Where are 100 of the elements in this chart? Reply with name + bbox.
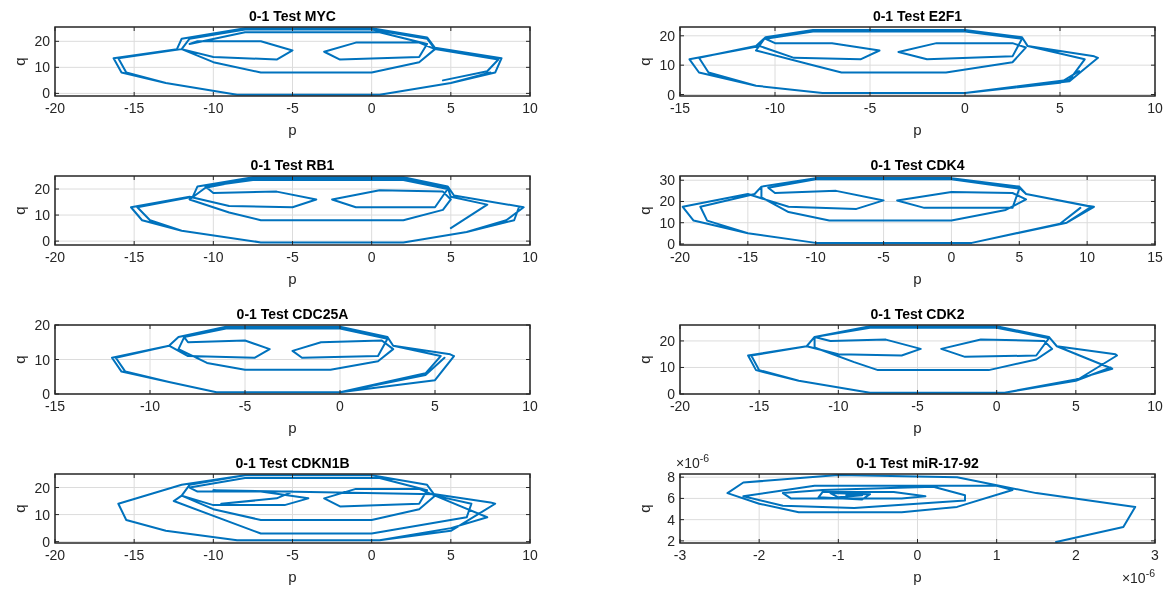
x-tick-label: 5 — [446, 100, 455, 116]
y-tick-label: 0 — [42, 233, 51, 250]
y-tick-label: 20 — [659, 193, 676, 210]
text: ×10$^{-6}$ — [1121, 567, 1156, 586]
y-axis-title: q — [636, 57, 653, 66]
x-tick-label: 2 — [1071, 547, 1080, 563]
x-axis-title: p — [288, 121, 297, 138]
y-axis-title: q — [11, 355, 28, 364]
line-series — [130, 176, 525, 244]
x-tick-label: 10 — [522, 398, 538, 414]
chart-title: 0-1 Test CDK2 — [870, 306, 965, 322]
x-axis-title: p — [913, 568, 922, 585]
y-tick-label: 10 — [34, 59, 51, 76]
x-tick-label: -5 — [863, 100, 877, 116]
x-tick-label: -5 — [911, 398, 924, 414]
line-series — [688, 28, 1099, 95]
y-tick-label: 20 — [659, 27, 676, 44]
x-tick-label: -3 — [673, 547, 687, 563]
x-axis-title: p — [913, 270, 922, 287]
y-tick-label: 10 — [34, 506, 51, 523]
line-series — [747, 325, 1118, 394]
chart-title: 0-1 Test miR-17-92 — [856, 455, 980, 471]
x-tick-label: -5 — [877, 249, 891, 265]
x-tick-label: -5 — [286, 249, 299, 265]
x-axis-title: p — [288, 270, 297, 287]
y-tick-label: 20 — [34, 479, 51, 496]
y-tick-label: 0 — [667, 86, 676, 103]
x-tick-label: -10 — [805, 249, 827, 265]
y-tick-label: 10 — [659, 359, 676, 376]
x-tick-label: 0 — [947, 249, 956, 265]
chart-title: 0-1 Test CDC25A — [236, 306, 349, 322]
x-tick-label: 0 — [336, 398, 345, 414]
y-tick-label: 30 — [659, 172, 676, 189]
y-axis-title: q — [11, 504, 28, 513]
y-tick-label: 4 — [667, 511, 676, 528]
y-axis-title: q — [636, 206, 653, 215]
line-series — [681, 177, 1095, 244]
x-axis-title: p — [913, 121, 922, 138]
x-tick-label: -15 — [749, 398, 770, 414]
y-tick-label: 8 — [667, 469, 676, 486]
x-tick-label: 15 — [1147, 249, 1163, 265]
x-tick-label: 0 — [992, 398, 1001, 414]
x-tick-label: -15 — [124, 100, 145, 116]
line-series — [112, 27, 503, 96]
x-tick-label: 10 — [522, 100, 538, 116]
x-axis-title: p — [288, 419, 297, 436]
x-tick-label: 10 — [522, 547, 538, 563]
x-tick-label: -5 — [238, 398, 252, 414]
y-tick-label: 2 — [667, 532, 676, 549]
x-tick-label: 5 — [431, 398, 440, 414]
x-tick-label: 3 — [1151, 547, 1160, 563]
y-tick-label: 6 — [667, 490, 676, 507]
y-axis-title: q — [636, 504, 653, 513]
x-axis-title: p — [288, 568, 297, 585]
y-tick-label: 10 — [34, 207, 51, 224]
chart-title: 0-1 Test MYC — [249, 8, 336, 24]
y-axis-title: q — [11, 57, 28, 66]
x-tick-label: -15 — [669, 100, 691, 116]
line-series — [111, 325, 455, 394]
x-tick-label: -20 — [44, 249, 66, 265]
x-tick-label: 0 — [367, 249, 376, 265]
x-tick-label: 10 — [1147, 100, 1163, 116]
y-axis-title: q — [11, 206, 28, 215]
y-tick-label: 10 — [659, 57, 676, 74]
x-tick-label: 5 — [446, 547, 455, 563]
x-tick-label: 0 — [367, 547, 376, 563]
x-tick-label: -10 — [203, 100, 224, 116]
x-tick-label: 10 — [522, 249, 538, 265]
y-tick-label: 10 — [659, 214, 676, 231]
x-tick-label: -10 — [828, 398, 849, 414]
x-tick-label: 0 — [913, 547, 922, 563]
x-tick-label: -15 — [124, 249, 145, 265]
x-tick-label: -5 — [286, 547, 299, 563]
x-tick-label: 5 — [1071, 398, 1080, 414]
x-tick-label: -15 — [124, 547, 145, 563]
line-series — [117, 474, 497, 542]
y-tick-label: 0 — [42, 533, 51, 550]
y-tick-label: 0 — [667, 235, 676, 252]
x-tick-label: 10 — [1147, 398, 1163, 414]
x-tick-label: -1 — [832, 547, 845, 563]
x-tick-label: 5 — [1056, 100, 1065, 116]
y-tick-label: 20 — [34, 317, 51, 333]
x-tick-label: -20 — [44, 547, 66, 563]
x-tick-label: -10 — [764, 100, 786, 116]
x-tick-label: -20 — [669, 249, 691, 265]
chart-title: 0-1 Test CDK4 — [870, 157, 965, 173]
y-tick-label: 20 — [34, 181, 51, 198]
x-tick-label: -5 — [286, 100, 299, 116]
x-tick-label: 1 — [992, 547, 1001, 563]
x-tick-label: -10 — [203, 249, 224, 265]
chart-title: 0-1 Test E2F1 — [872, 8, 963, 24]
y-tick-label: 20 — [34, 33, 51, 50]
x-tick-label: 0 — [961, 100, 970, 116]
line-series — [726, 474, 1137, 543]
x-tick-label: 10 — [1079, 249, 1096, 265]
y-tick-label: 10 — [34, 351, 51, 368]
x-tick-label: -20 — [44, 100, 66, 116]
x-tick-label: 5 — [1015, 249, 1024, 265]
x-tick-label: -2 — [752, 547, 766, 563]
y-axis-title: q — [636, 355, 653, 364]
